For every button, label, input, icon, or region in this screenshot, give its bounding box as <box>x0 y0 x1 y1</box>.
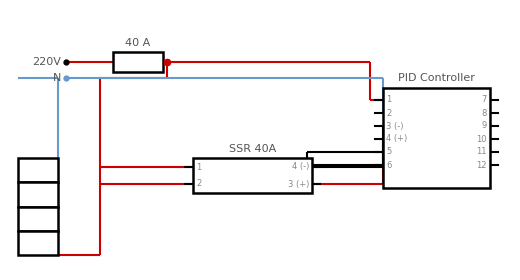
Bar <box>193 158 312 193</box>
Bar <box>113 52 163 72</box>
Text: 3 (+): 3 (+) <box>288 179 309 188</box>
Text: SSR 40A: SSR 40A <box>229 144 276 154</box>
Text: PID Controller: PID Controller <box>398 73 475 83</box>
Text: 7: 7 <box>482 95 487 104</box>
Text: 9: 9 <box>482 122 487 130</box>
Text: 11: 11 <box>476 148 487 157</box>
Text: 4 (+): 4 (+) <box>386 134 407 143</box>
Text: 220V: 220V <box>32 57 61 67</box>
Bar <box>383 88 490 188</box>
Bar <box>18 207 58 231</box>
Text: 2: 2 <box>386 109 391 118</box>
Text: 8: 8 <box>482 109 487 118</box>
Text: 12: 12 <box>476 160 487 169</box>
Text: 1: 1 <box>196 162 201 171</box>
Bar <box>18 182 58 207</box>
Text: 40 A: 40 A <box>125 38 151 48</box>
Text: 10: 10 <box>476 134 487 143</box>
Text: 4 (-): 4 (-) <box>292 162 309 171</box>
Text: 6: 6 <box>386 160 392 169</box>
Bar <box>18 158 58 182</box>
Bar <box>18 231 58 255</box>
Text: N: N <box>53 73 61 83</box>
Text: 3 (-): 3 (-) <box>386 122 404 130</box>
Text: 1: 1 <box>386 95 391 104</box>
Text: 5: 5 <box>386 148 391 157</box>
Text: 2: 2 <box>196 179 201 188</box>
